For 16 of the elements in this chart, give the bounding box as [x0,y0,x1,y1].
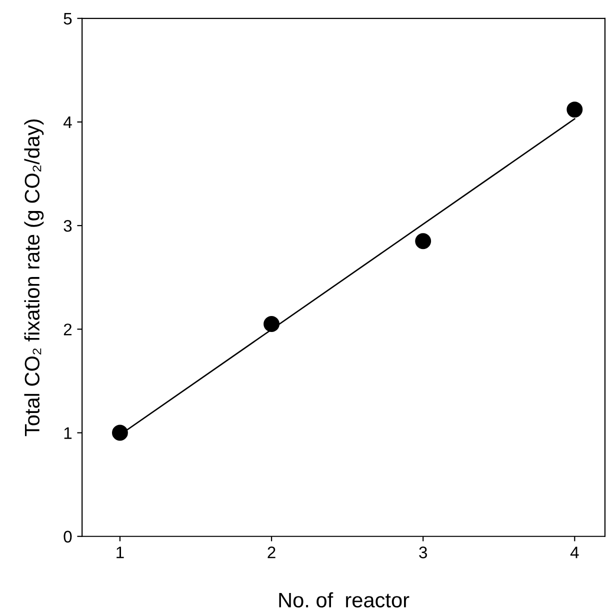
x-tick-label: 2 [268,546,276,558]
point [415,233,432,250]
x-tick-label: 3 [419,546,427,558]
x-tick-label: 1 [116,546,124,558]
y-tick-label: 3 [64,220,72,232]
x-axis-title: No. of reactor [279,592,410,608]
point [264,316,280,332]
x-tick-label: 4 [570,546,579,558]
y-axis-title: Total CO₂ fixation rate (g CO₂/day) [24,119,44,436]
y-tick-label: 1 [64,427,72,439]
y-tick-label: 0 [64,530,72,543]
y-tick-label: 2 [64,324,72,336]
point [112,424,128,441]
point [566,102,583,118]
y-tick-label: 5 [64,12,72,25]
y-tick-label: 4 [63,116,72,128]
